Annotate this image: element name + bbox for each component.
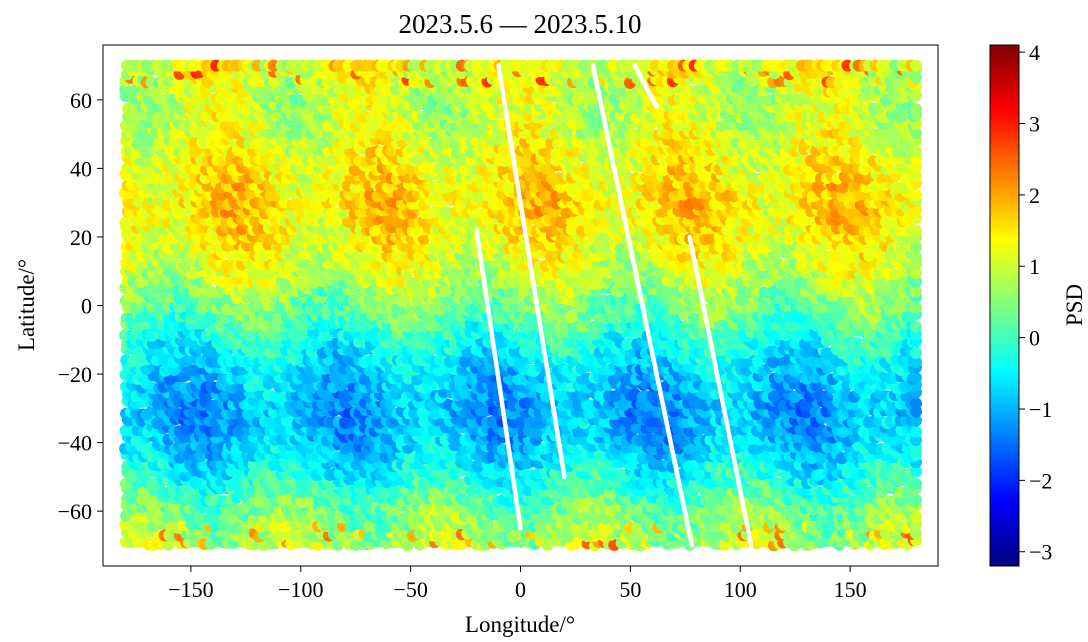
data-point	[910, 397, 922, 410]
plot-area	[119, 59, 922, 552]
data-point	[910, 477, 922, 490]
data-point	[910, 510, 922, 523]
data-point	[910, 527, 922, 540]
scatter-points	[119, 59, 922, 552]
data-point	[910, 320, 922, 333]
data-point	[910, 425, 922, 438]
chart-title: 2023.5.6 — 2023.5.10	[399, 9, 642, 39]
data-point	[910, 301, 922, 314]
